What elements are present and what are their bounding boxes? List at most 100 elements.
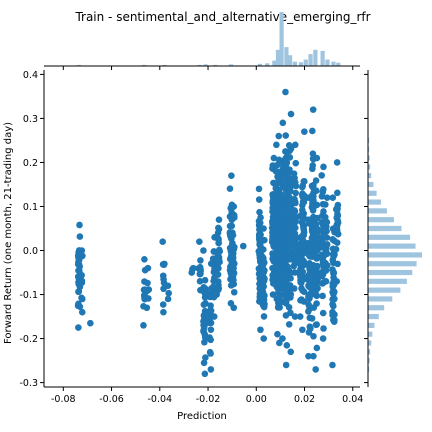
scatter-point (215, 225, 223, 233)
scatter-point (273, 141, 280, 149)
scatter-point (274, 289, 282, 297)
right-histogram-bar (368, 190, 377, 196)
scatter-point (260, 296, 268, 303)
right-histogram-bar (368, 296, 393, 302)
scatter-point (285, 142, 293, 149)
scatter-point (143, 304, 151, 312)
scatter-point (230, 264, 237, 272)
scatter-point (229, 249, 237, 257)
scatter-point (164, 282, 172, 290)
scatter-point (300, 298, 308, 305)
scatter-point (300, 257, 307, 265)
scatter-point (313, 264, 321, 272)
top-histogram-bar (325, 59, 330, 66)
scatter-point (226, 185, 234, 193)
scatter-point (299, 231, 307, 239)
scatter-point (291, 211, 298, 219)
scatter-point (200, 318, 207, 325)
scatter-point (259, 261, 267, 269)
scatter-point (215, 246, 223, 254)
scatter-point (77, 277, 85, 285)
scatter-point (160, 276, 167, 283)
top-histogram-bar (275, 49, 281, 66)
scatter-point (287, 187, 294, 195)
scatter-point (291, 207, 298, 214)
chart-title: Train - sentimental_and_alternative_emer… (74, 10, 370, 24)
scatter-point (285, 231, 293, 238)
scatter-point (296, 313, 304, 320)
right-histogram-bar (368, 217, 394, 223)
right-histogram-bar (368, 155, 370, 161)
scatter-point (207, 302, 214, 309)
top-histogram-bar (298, 62, 303, 66)
scatter-point (286, 202, 293, 209)
scatter-point (299, 268, 307, 276)
scatter-point (255, 196, 263, 203)
scatter-point (287, 275, 294, 282)
scatter-point (300, 288, 308, 295)
scatter-point (330, 311, 337, 318)
scatter-point (333, 226, 341, 234)
right-histogram-bar (368, 243, 416, 249)
scatter-point (300, 198, 308, 206)
scatter-point (259, 253, 266, 261)
scatter-point (209, 283, 217, 291)
scatter-point (309, 127, 316, 135)
scatter-point (260, 335, 268, 342)
scatter-point (229, 229, 236, 237)
top-histogram-bar (257, 63, 262, 66)
scatter-point (140, 322, 147, 329)
scatter-point (313, 344, 321, 352)
scatter-point (323, 218, 331, 226)
scatter-point (314, 214, 321, 222)
scatter-point (299, 206, 306, 214)
scatter-point (160, 308, 167, 316)
scatter-point (282, 88, 289, 96)
scatter-point (206, 348, 214, 356)
right-histogram-bar (368, 225, 402, 232)
y-tick-label: -0.3 (19, 378, 38, 389)
scatter-point (285, 304, 293, 311)
right-histogram-bar (368, 252, 422, 258)
scatter-point (329, 288, 336, 296)
scatter-point (275, 174, 283, 182)
scatter-point (260, 267, 268, 275)
scatter-point (230, 211, 238, 219)
scatter-point (207, 326, 215, 333)
scatter-point (330, 318, 338, 325)
scatter-point (300, 224, 307, 232)
right-histogram-bar (368, 173, 372, 179)
top-histogram-bar (287, 55, 293, 66)
scatter-point (282, 292, 289, 300)
y-axis-label: Forward Return (one month, 21-trading da… (3, 122, 14, 344)
scatter-point (207, 319, 215, 327)
scatter-point (269, 276, 276, 284)
scatter-point (256, 208, 263, 216)
top-histogram-bar (162, 64, 167, 66)
y-tick-label: 0.2 (23, 158, 38, 169)
scatter-point (291, 141, 299, 149)
scatter-point (322, 201, 329, 208)
scatter-point (313, 154, 321, 162)
scatter-point (200, 301, 208, 308)
scatter-point (312, 177, 320, 184)
scatter-point (313, 233, 321, 240)
right-histogram-bar (368, 305, 385, 311)
scatter-point (201, 370, 209, 378)
scatter-point (323, 250, 331, 258)
scatter-point (214, 271, 222, 278)
scatter-point (305, 308, 312, 315)
scatter-point (329, 361, 336, 369)
axes: -0.08 -0.06 -0.04 -0.02 0.00 0.02 0.04 -0.3 -0.2… (19, 70, 363, 405)
scatter-point (230, 304, 238, 312)
scatter-point (282, 132, 290, 139)
scatter-point (321, 233, 329, 241)
scatter-point (159, 301, 167, 308)
scatter-point (291, 230, 299, 237)
x-tick-label: -0.02 (196, 394, 221, 405)
scatter-point (310, 332, 317, 340)
scatter-point (292, 189, 299, 197)
right-histogram-bar (368, 269, 413, 276)
scatter-point (259, 246, 267, 253)
right-histogram-bar (368, 322, 375, 328)
